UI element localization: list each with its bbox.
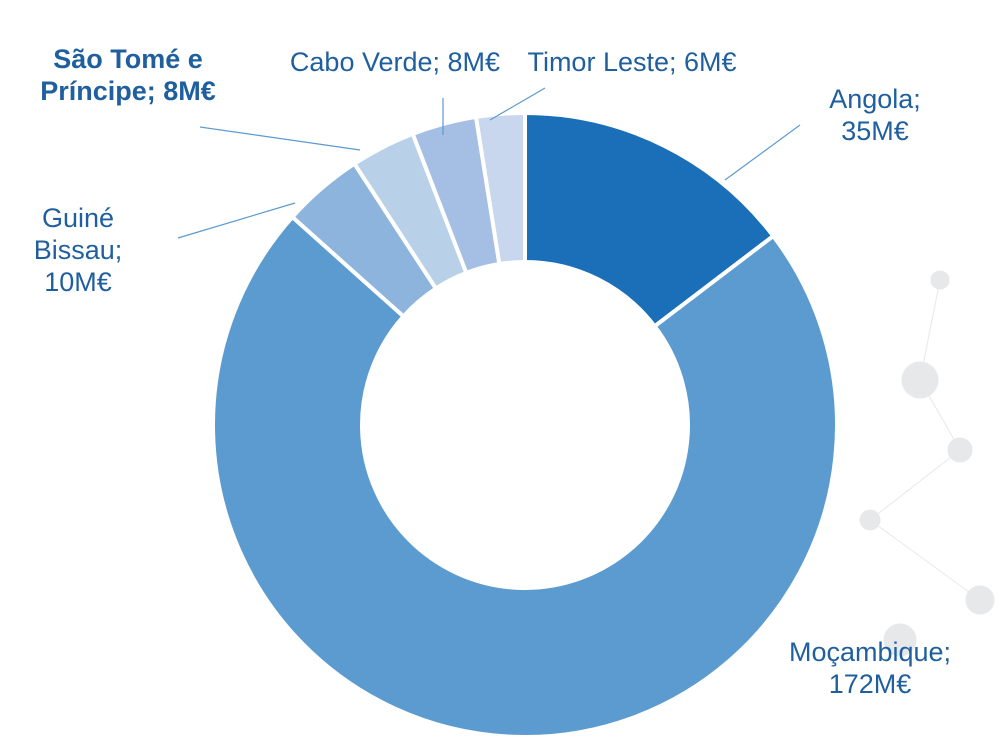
leader-line bbox=[489, 87, 546, 121]
data-label: Guiné Bissau; 10M€ bbox=[33, 203, 123, 297]
data-label: Cabo Verde; 8M€ bbox=[289, 47, 501, 77]
data-label: São Tomé e Príncipe; 8M€ bbox=[40, 44, 216, 106]
data-label: Moçambique; 172M€ bbox=[788, 637, 952, 699]
leader-line bbox=[199, 126, 361, 151]
data-label: Timor Leste; 6M€ bbox=[527, 47, 737, 77]
data-label: Angola; 35M€ bbox=[829, 84, 921, 146]
donut-slice bbox=[211, 214, 839, 738]
background-decoration bbox=[859, 270, 995, 657]
donut-slice bbox=[523, 110, 777, 330]
leader-line bbox=[724, 124, 801, 181]
donut-slice bbox=[473, 110, 527, 267]
leader-line bbox=[177, 202, 296, 239]
